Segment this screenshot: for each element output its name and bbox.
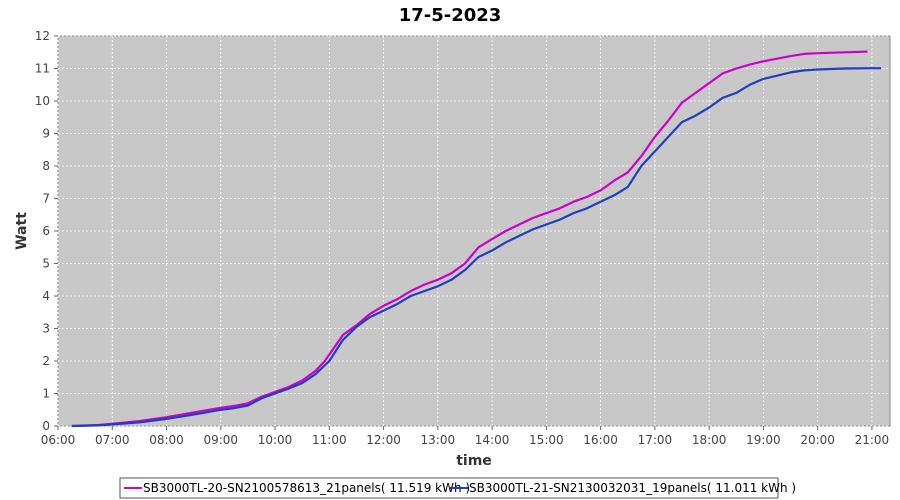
legend-label-series-2: SB3000TL-21-SN2130032031_19panels( 11.01… (469, 481, 796, 495)
x-tick-label: 12:00 (366, 433, 401, 447)
x-tick-label: 09:00 (203, 433, 238, 447)
x-tick-label: 08:00 (149, 433, 184, 447)
y-tick-label: 3 (42, 322, 50, 336)
chart-title: 17-5-2023 (399, 5, 502, 26)
y-tick-label: 7 (42, 192, 50, 206)
series-line-1 (71, 50, 868, 428)
y-tick-label: 2 (42, 354, 50, 368)
x-tick-label: 14:00 (475, 433, 510, 447)
legend-box (119, 477, 779, 499)
y-tick-label: 9 (42, 127, 50, 141)
x-axis-label: time (456, 453, 492, 469)
x-tick-label: 21:00 (855, 433, 890, 447)
y-tick-label: 4 (42, 289, 50, 303)
y-tick-label: 10 (35, 94, 50, 108)
x-axis-ticks: 06:00 07:00 08:00 09:00 10:00 11:00 12:00 13:00… (41, 426, 890, 447)
x-tick-label: 19:00 (746, 433, 781, 447)
x-tick-label: 13:00 (421, 433, 456, 447)
x-tick-label: 06:00 (41, 433, 76, 447)
y-axis-label: Watt (14, 212, 30, 250)
x-tick-label: 10:00 (258, 433, 293, 447)
legend-label-series-1: SB3000TL-20-SN2100578613_21panels( 11.51… (143, 481, 470, 495)
y-tick-label: 6 (42, 224, 50, 238)
y-tick-label: 0 (42, 419, 50, 433)
y-tick-label: 1 (42, 387, 50, 401)
y-tick-label: 11 (35, 62, 50, 76)
x-tick-label: 16:00 (583, 433, 618, 447)
series-line-2 (71, 67, 881, 428)
plot-area (57, 35, 891, 428)
y-tick-label: 12 (35, 29, 50, 43)
x-tick-label: 18:00 (692, 433, 727, 447)
series-lines (71, 50, 881, 428)
legend: SB3000TL-20-SN2100578613_21panels( 11.51… (119, 477, 796, 499)
x-tick-label: 11:00 (312, 433, 347, 447)
x-tick-label: 15:00 (529, 433, 564, 447)
x-tick-label: 07:00 (95, 433, 130, 447)
x-tick-label: 20:00 (800, 433, 835, 447)
x-tick-label: 17:00 (638, 433, 673, 447)
y-tick-label: 8 (42, 159, 50, 173)
y-tick-label: 5 (42, 257, 50, 271)
